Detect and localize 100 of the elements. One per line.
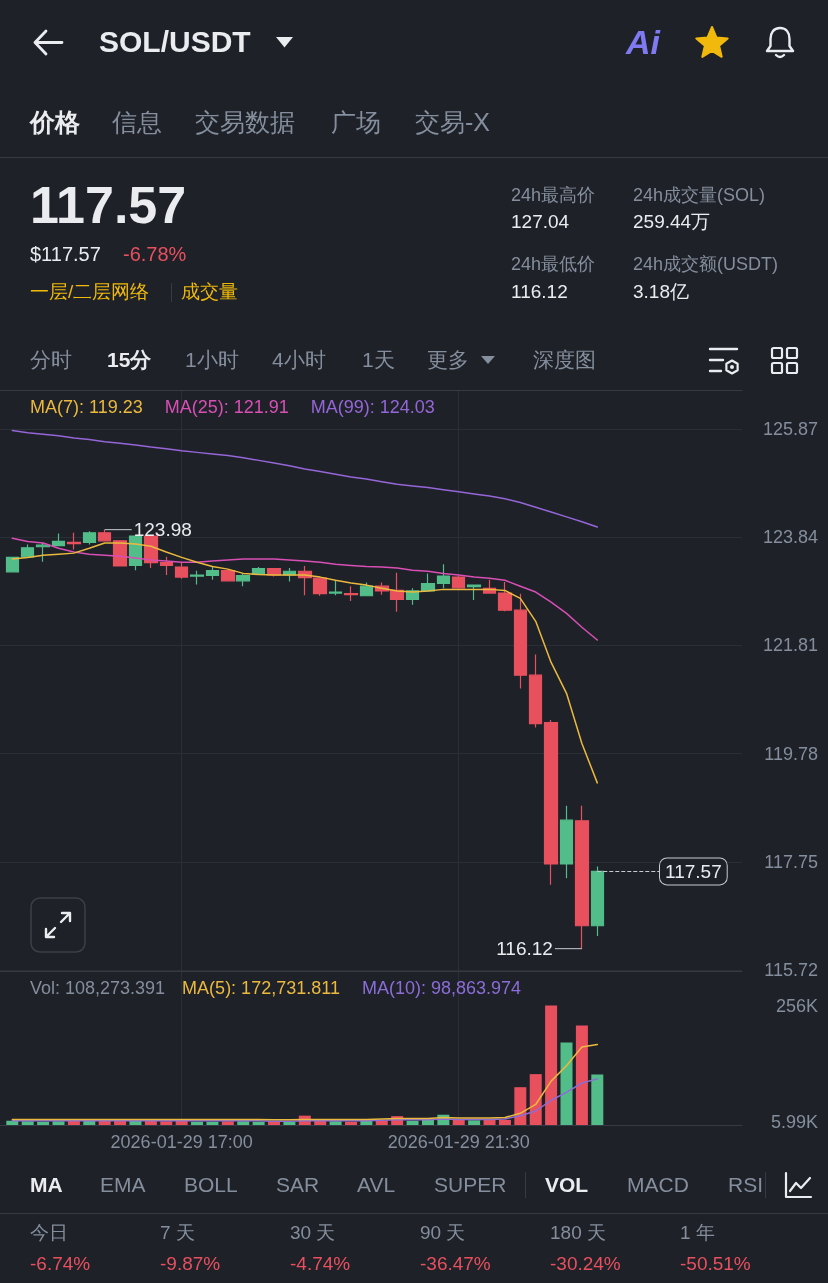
text: -6.78% [123, 242, 187, 266]
candlestick [174, 562, 189, 580]
text: SUPER [434, 1172, 507, 1198]
text: RSI [728, 1172, 764, 1198]
text: 24h最低价 [511, 254, 596, 276]
line-series [11, 1078, 599, 1123]
candlestick [497, 581, 513, 612]
line-series [11, 1043, 599, 1121]
text: 259.44万 [633, 210, 711, 234]
text: EMA [100, 1172, 146, 1198]
y-tick-label: 123.84 [762, 527, 818, 548]
bar [483, 1119, 496, 1125]
candlestick [328, 579, 343, 596]
bar [283, 1121, 296, 1125]
text: 广场 [331, 107, 381, 137]
text: VOL [545, 1172, 589, 1198]
text: 成交量 [181, 280, 238, 304]
text: -30.24% [550, 1252, 621, 1276]
ref-line-label: 117.57 [665, 860, 722, 882]
candlestick [574, 805, 590, 950]
candlestick [82, 530, 97, 546]
text: 1天 [362, 347, 395, 373]
candlestick [466, 583, 482, 601]
bar [206, 1121, 219, 1125]
text: 127.04 [511, 210, 570, 234]
text: 交易数据 [195, 107, 295, 137]
candlestick [20, 544, 35, 558]
candlestick [436, 563, 451, 589]
text: -4.74% [290, 1252, 351, 1276]
y-tick-label: 119.78 [764, 743, 818, 764]
text: MACD [627, 1172, 689, 1198]
text: $117.57 [30, 242, 101, 266]
text: MA(7): 119.23 [30, 397, 143, 417]
bar [514, 1087, 527, 1125]
bar [468, 1120, 481, 1125]
text: SOL/USDT [99, 24, 251, 60]
annotation: 116.12 [496, 938, 553, 960]
text: 1 年 [680, 1221, 715, 1245]
candlestick [5, 556, 20, 573]
text: 深度图 [533, 347, 596, 373]
annotation: 123.98 [133, 519, 192, 541]
text: 15分 [107, 347, 152, 373]
bar [529, 1074, 542, 1125]
text: 一层/二层网络 [30, 280, 150, 304]
candlestick [235, 572, 251, 587]
y-tick-label: 125.87 [762, 418, 818, 439]
text: 交易-X [415, 107, 490, 137]
candlestick [189, 570, 205, 586]
text: -9.87% [160, 1252, 221, 1276]
text: MA(5): 172,731.811 [182, 978, 340, 998]
text: 24h最高价 [511, 185, 596, 207]
y-tick-label: 256K [775, 995, 818, 1016]
text: 4小时 [272, 347, 326, 373]
bar [575, 1025, 588, 1125]
candlestick [220, 569, 236, 582]
bar [498, 1119, 511, 1125]
text: 30 天 [290, 1221, 336, 1245]
text: 90 天 [420, 1221, 466, 1245]
candlestick [528, 653, 543, 729]
text: 更多 [427, 347, 469, 373]
candlestick [97, 529, 112, 542]
line-series [11, 542, 599, 784]
candlestick [51, 532, 66, 547]
text: 信息 [112, 107, 162, 137]
y-tick-label: 117.75 [764, 851, 818, 872]
text: SAR [276, 1172, 320, 1198]
text: MA [30, 1172, 63, 1198]
text: 3.18亿 [633, 280, 689, 304]
text: 117.57 [30, 174, 187, 236]
text: Ai [626, 21, 660, 63]
text: -36.47% [420, 1252, 491, 1276]
text: -6.74% [30, 1252, 91, 1276]
candlestick [451, 574, 466, 590]
bar [252, 1121, 265, 1125]
text: 24h成交额(USDT) [633, 254, 779, 276]
bar [545, 1005, 558, 1125]
text: 1小时 [185, 347, 239, 373]
line-series [11, 537, 599, 641]
bar [560, 1042, 573, 1125]
bar [191, 1121, 204, 1125]
annotation: Vol: 108,273.391 [30, 978, 166, 998]
text: MA(99): 124.03 [310, 397, 435, 417]
candlestick [66, 532, 82, 550]
x-tick-label: 2026-01-29 17:00 [110, 1132, 253, 1152]
y-tick-label: 121.81 [762, 635, 818, 656]
text: 24h成交量(SOL) [633, 185, 766, 207]
text: 7 天 [160, 1221, 195, 1245]
text: AVL [357, 1172, 396, 1198]
text: 116.12 [511, 280, 568, 304]
text: 分时 [30, 347, 72, 373]
candlestick [343, 585, 359, 602]
candlestick [543, 719, 559, 886]
text: -50.51% [680, 1252, 751, 1276]
candlestick [590, 865, 605, 937]
text: 价格 [30, 107, 80, 137]
bar [406, 1120, 419, 1125]
candlestick [559, 805, 574, 879]
y-tick-label: 5.99K [770, 1112, 818, 1133]
bar [37, 1121, 50, 1125]
y-tick-label: 115.72 [764, 960, 818, 980]
